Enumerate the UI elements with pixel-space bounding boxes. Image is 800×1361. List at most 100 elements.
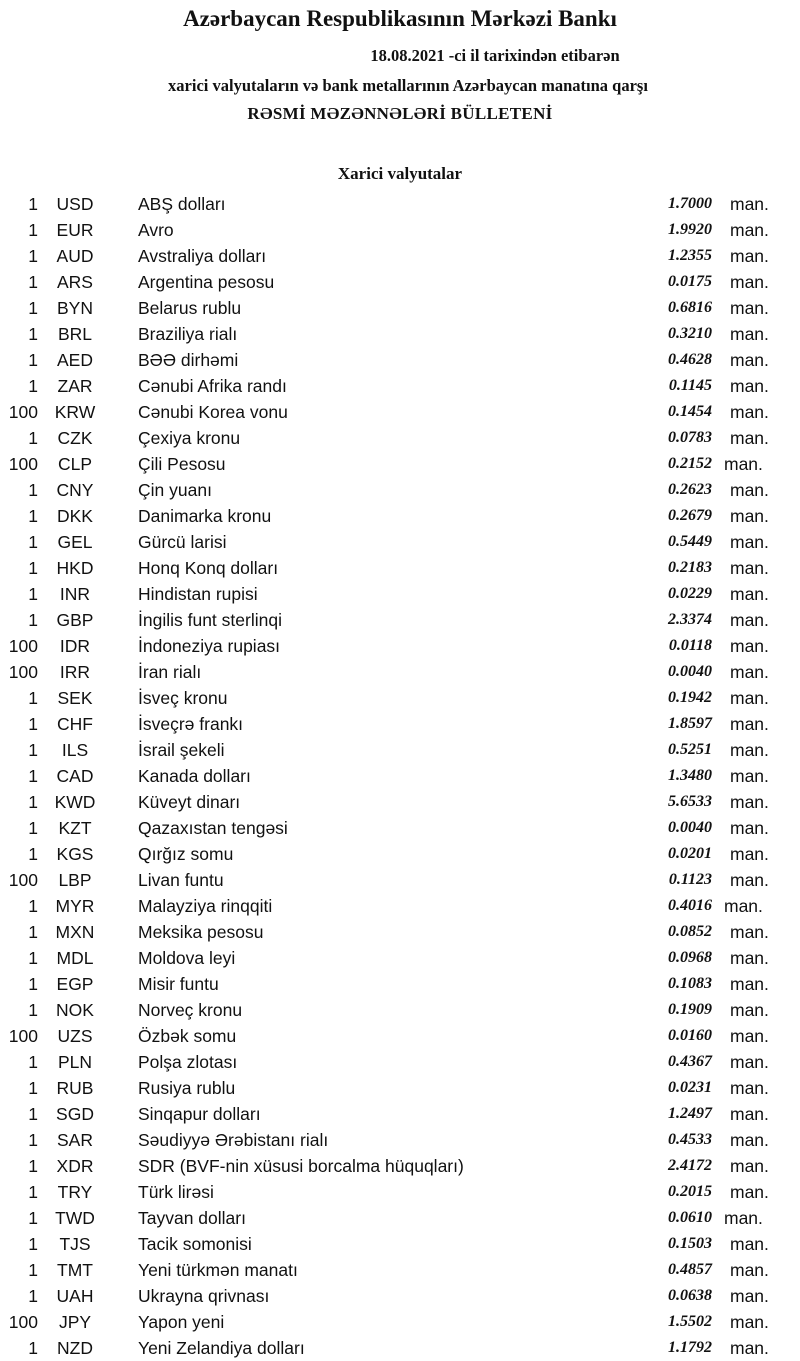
unit-label: man.: [730, 766, 769, 786]
currency-code: MDL: [56, 948, 94, 968]
rate-value: 0.0852: [668, 923, 712, 940]
currency-name: Avstraliya dolları: [138, 246, 267, 266]
currency-name: Malayziya rinqqiti: [138, 896, 273, 916]
rate-row: 1 DKK Danimarka kronu 0.2679 man.: [0, 503, 800, 529]
quantity: 1: [28, 792, 38, 812]
quantity: 1: [28, 1182, 38, 1202]
currency-name: Səudiyyə Ərəbistanı rialı: [138, 1130, 329, 1150]
rate-value: 0.2623: [668, 481, 712, 498]
currency-code: TMT: [57, 1260, 93, 1280]
rate-row: 1 CZK Çexiya kronu 0.0783 man.: [0, 425, 800, 451]
rate-value: 1.5502: [668, 1313, 712, 1330]
rate-row: 1 USD ABŞ dolları 1.7000 man.: [0, 191, 800, 217]
rate-row: 1 EGP Misir funtu 0.1083 man.: [0, 971, 800, 997]
rate-row: 100 KRW Cənubi Korea vonu 0.1454 man.: [0, 399, 800, 425]
rate-value: 0.1942: [668, 689, 712, 706]
currency-code: EUR: [56, 220, 94, 240]
quantity: 1: [28, 1338, 38, 1358]
quantity: 1: [28, 1078, 38, 1098]
rate-row: 1 HKD Honq Konq dolları 0.2183 man.: [0, 555, 800, 581]
quantity: 100: [8, 870, 38, 890]
rate-value: 0.4367: [668, 1053, 712, 1070]
rate-row: 1 SEK İsveç kronu 0.1942 man.: [0, 685, 800, 711]
rate-value: 1.7000: [668, 195, 712, 212]
unit-label: man.: [730, 922, 769, 942]
currency-name: Misir funtu: [138, 974, 219, 994]
rate-value: 1.1792: [668, 1339, 712, 1356]
rate-row: 1 EUR Avro 1.9920 man.: [0, 217, 800, 243]
unit-label: man.: [730, 1104, 769, 1124]
currency-code: TWD: [55, 1208, 95, 1228]
effective-date: 18.08.2021 -ci il tarixindən etibarən: [370, 46, 620, 65]
quantity: 1: [28, 1156, 38, 1176]
currency-code: UZS: [57, 1026, 93, 1046]
rate-value: 0.6816: [668, 299, 712, 316]
rate-row: 1 KGS Qırğız somu 0.0201 man.: [0, 841, 800, 867]
currency-name: İran rialı: [138, 662, 202, 682]
unit-label: man.: [724, 1208, 763, 1228]
rate-value: 0.1083: [668, 975, 712, 992]
rate-row: 100 UZS Özbək somu 0.0160 man.: [0, 1023, 800, 1049]
currency-code: INR: [59, 584, 91, 604]
rate-row: 1 MDL Moldova leyi 0.0968 man.: [0, 945, 800, 971]
quantity: 1: [28, 298, 38, 318]
unit-label: man.: [724, 454, 763, 474]
currency-code: EGP: [56, 974, 94, 994]
rate-value: 5.6533: [668, 793, 712, 810]
unit-label: man.: [730, 1260, 769, 1280]
currency-name: Tayvan dolları: [138, 1208, 246, 1228]
quantity: 100: [8, 1026, 38, 1046]
rate-value: 0.2183: [668, 559, 712, 576]
quantity: 1: [28, 922, 38, 942]
unit-label: man.: [730, 818, 769, 838]
rate-row: 1 AUD Avstraliya dolları 1.2355 man.: [0, 243, 800, 269]
unit-label: man.: [730, 714, 769, 734]
quantity: 1: [28, 428, 38, 448]
currency-code: TRY: [57, 1182, 93, 1202]
rate-row: 1 CAD Kanada dolları 1.3480 man.: [0, 763, 800, 789]
rate-row: 1 RUB Rusiya rublu 0.0231 man.: [0, 1075, 800, 1101]
currency-code: TJS: [59, 1234, 91, 1254]
quantity: 1: [28, 766, 38, 786]
currency-name: Çili Pesosu: [138, 454, 226, 474]
rate-value: 0.1123: [668, 871, 712, 888]
quantity: 1: [28, 896, 38, 916]
rate-row: 1 SGD Sinqapur dolları 1.2497 man.: [0, 1101, 800, 1127]
quantity: 1: [28, 1234, 38, 1254]
rate-value: 0.1909: [668, 1001, 712, 1018]
rate-row: 1 ZAR Cənubi Afrika randı 0.1145 man.: [0, 373, 800, 399]
rate-value: 0.0229: [668, 585, 712, 602]
subtitle: xarici valyutaların və bank metallarının…: [168, 76, 648, 95]
rate-value: 0.3210: [668, 325, 712, 342]
quantity: 1: [28, 1000, 38, 1020]
rate-value: 1.8597: [668, 715, 712, 732]
quantity: 100: [8, 636, 38, 656]
rate-row: 1 BYN Belarus rublu 0.6816 man.: [0, 295, 800, 321]
unit-label: man.: [730, 194, 769, 214]
unit-label: man.: [730, 792, 769, 812]
currency-name: İngilis funt sterlinqi: [138, 610, 282, 630]
quantity: 1: [28, 1104, 38, 1124]
rate-row: 1 UAH Ukrayna qrivnası 0.0638 man.: [0, 1283, 800, 1309]
currency-code: BYN: [57, 298, 93, 318]
rate-value: 2.4172: [668, 1157, 712, 1174]
currency-name: Türk lirəsi: [138, 1182, 214, 1202]
quantity: 100: [8, 402, 38, 422]
currency-code: IDR: [59, 636, 91, 656]
currency-code: ZAR: [57, 376, 93, 396]
currency-code: SGD: [56, 1104, 94, 1124]
currency-name: Cənubi Afrika randı: [138, 376, 287, 396]
rate-value: 0.1145: [668, 377, 712, 394]
quantity: 1: [28, 1052, 38, 1072]
quantity: 1: [28, 324, 38, 344]
unit-label: man.: [730, 688, 769, 708]
rate-row: 1 INR Hindistan rupisi 0.0229 man.: [0, 581, 800, 607]
currency-code: BRL: [57, 324, 93, 344]
currency-code: SEK: [57, 688, 93, 708]
currency-name: Belarus rublu: [138, 298, 242, 318]
rate-value: 0.1454: [668, 403, 712, 420]
rate-value: 1.2355: [668, 247, 712, 264]
currency-code: NZD: [57, 1338, 93, 1358]
bank-name: Azərbaycan Respublikasının Mərkəzi Bankı: [183, 6, 617, 31]
currency-code: IRR: [59, 662, 91, 682]
